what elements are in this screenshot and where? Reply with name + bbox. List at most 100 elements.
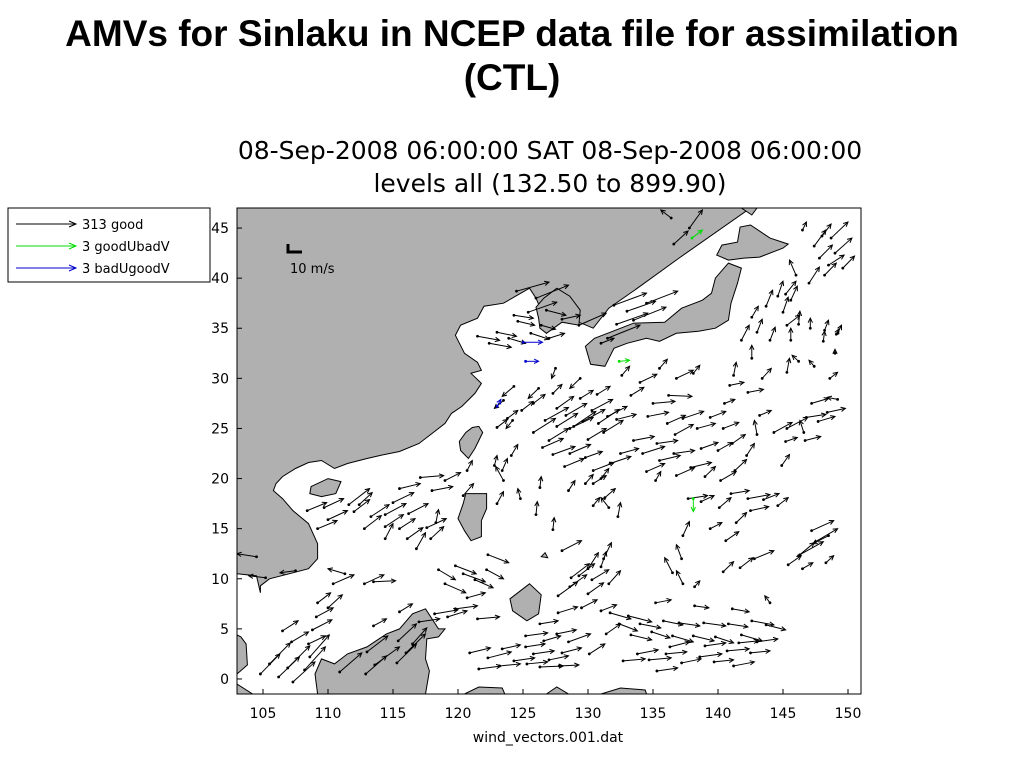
wind-vector-good	[291, 661, 316, 684]
wind-vector-good	[608, 455, 632, 465]
legend-label: 3 badUgoodV	[82, 262, 170, 277]
legend-box	[7, 207, 211, 283]
wind-vector-good	[563, 457, 586, 468]
x-tick-label: 105	[250, 706, 277, 722]
wind-vector-good	[658, 358, 669, 370]
land-halmahera-edge	[545, 686, 570, 694]
y-tick-label: 20	[211, 472, 229, 488]
wind-vector-good	[629, 386, 645, 397]
wind-vector-good	[780, 453, 791, 467]
y-tick-label: 10	[211, 572, 229, 588]
wind-vector-good	[591, 496, 601, 508]
wind-vector-good	[512, 313, 535, 321]
wind-vector-good	[326, 594, 344, 610]
legend-item: 313 good	[16, 218, 143, 233]
wind-vector-goodUbadV	[690, 229, 704, 240]
wind-vector-good	[823, 319, 830, 332]
land-japan-honshu	[584, 262, 742, 367]
wind-vector-good	[798, 419, 806, 434]
wind-vector-good	[363, 574, 385, 586]
wind-vector-good	[526, 301, 558, 314]
wind-vector-good	[732, 361, 738, 377]
wind-vector-good	[827, 254, 846, 267]
wind-vector-good	[789, 285, 798, 302]
wind-vector-good	[326, 510, 349, 522]
wind-vector-good	[721, 560, 735, 574]
wind-vector-good	[740, 633, 764, 643]
wind-vector-good	[545, 308, 568, 317]
wind-vector-good	[580, 599, 599, 610]
legend-label: 313 good	[82, 218, 143, 233]
wind-vector-good	[443, 471, 462, 482]
wind-vector-good	[495, 490, 505, 506]
wind-vector-good	[542, 634, 562, 643]
wind-vector-good	[728, 380, 746, 387]
wind-vector-good	[651, 399, 677, 405]
wind-vector-good	[798, 541, 825, 557]
wind-vector-good	[828, 371, 839, 380]
wind-vector-good	[645, 462, 666, 473]
wind-vector-good	[675, 369, 695, 380]
wind-vector-good	[708, 522, 723, 531]
wind-vector-good	[443, 582, 467, 594]
wind-vector-good	[586, 582, 605, 596]
wind-vector-good	[788, 259, 798, 277]
wind-vector-good	[714, 635, 735, 644]
wind-vector-good	[746, 492, 772, 500]
wind-vector-good	[434, 508, 441, 525]
scale-indicator: 10 m/s	[286, 244, 335, 277]
wind-vector-good	[655, 438, 679, 445]
wind-vector-good	[398, 482, 422, 490]
wind-vector-good	[524, 641, 547, 649]
land-mindanao	[509, 583, 542, 622]
wind-vector-good	[465, 459, 473, 472]
plot-title-line1: 08-Sep-2008 06:00:00 SAT 08-Sep-2008 06:…	[237, 136, 863, 165]
wind-vector-good	[621, 656, 647, 663]
wind-vector-good	[658, 453, 682, 462]
wind-vector-good	[810, 520, 835, 533]
wind-vector-good	[686, 493, 709, 500]
wind-vector-good	[551, 516, 557, 532]
wind-vector-good	[808, 359, 816, 368]
wind-vector-good	[534, 500, 540, 517]
wind-vector-good	[485, 568, 505, 580]
y-tick-label: 45	[211, 221, 229, 237]
wind-vector-good	[753, 549, 775, 561]
wind-vector-good	[476, 334, 501, 343]
wind-vector-good	[461, 482, 475, 497]
wind-vector-good	[383, 513, 405, 529]
wind-vector-badUgoodV	[521, 339, 544, 345]
wind-vector-good	[555, 628, 578, 636]
wind-vector-good	[495, 330, 518, 338]
wind-vector-good	[316, 519, 339, 531]
wind-vector-good	[505, 419, 514, 430]
wind-vector-good	[772, 421, 794, 434]
wind-vector-good	[672, 230, 689, 246]
wind-vector-good	[509, 443, 519, 457]
wind-vector-good	[612, 292, 648, 307]
wind-vector-good	[671, 634, 695, 644]
wind-vector-good	[784, 280, 797, 296]
wind-vector-good	[314, 607, 335, 619]
wind-vector-good	[672, 448, 696, 455]
wind-vector-good	[560, 313, 582, 321]
wind-vector-good	[746, 387, 765, 394]
wind-vector-good	[749, 505, 770, 513]
wind-vector-good	[599, 337, 616, 345]
scale-label: 10 m/s	[290, 262, 335, 277]
wind-vector-good	[331, 574, 356, 586]
wind-vector-good	[654, 598, 673, 605]
y-tick-label: 35	[211, 321, 229, 337]
wind-vector-good	[527, 386, 540, 400]
wind-vector-good	[569, 562, 591, 580]
wind-vector-good	[584, 473, 594, 485]
wind-vector-good	[555, 412, 579, 428]
wind-vector-good	[664, 556, 674, 575]
wind-vector-good	[752, 419, 759, 436]
wind-vector-good	[391, 492, 415, 505]
plot-title-line2: levels all (132.50 to 899.90)	[373, 169, 727, 198]
wind-vector-badUgoodV	[524, 358, 540, 364]
x-tick-label: 145	[770, 706, 797, 722]
slide-title-line2: (CTL)	[463, 57, 561, 98]
